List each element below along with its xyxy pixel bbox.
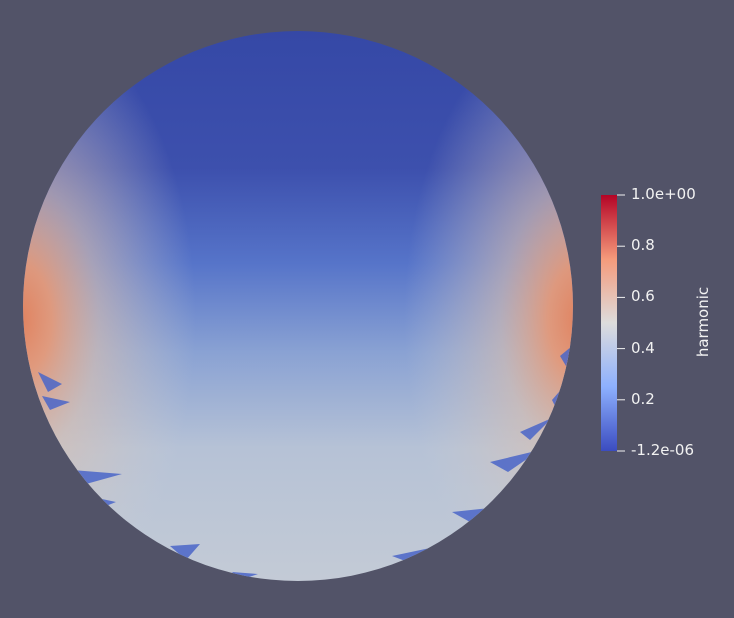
colorbar-tick-label: 0.8 xyxy=(631,236,655,255)
colorbar-tick-label: 1.0e+00 xyxy=(631,185,696,203)
colorbar-title: harmonic xyxy=(694,286,712,358)
disk-surface xyxy=(23,31,573,581)
colorbar-tick-label: 0.2 xyxy=(631,389,655,408)
colorbar-gradient xyxy=(601,195,617,451)
colorbar-tick-label: 0.4 xyxy=(631,338,655,357)
colorbar-tick-label: 0.6 xyxy=(631,287,655,306)
colorbar xyxy=(601,194,625,452)
colorbar-tick-label: -1.2e-06 xyxy=(631,441,694,459)
colorbar-tick-marks xyxy=(617,194,625,452)
